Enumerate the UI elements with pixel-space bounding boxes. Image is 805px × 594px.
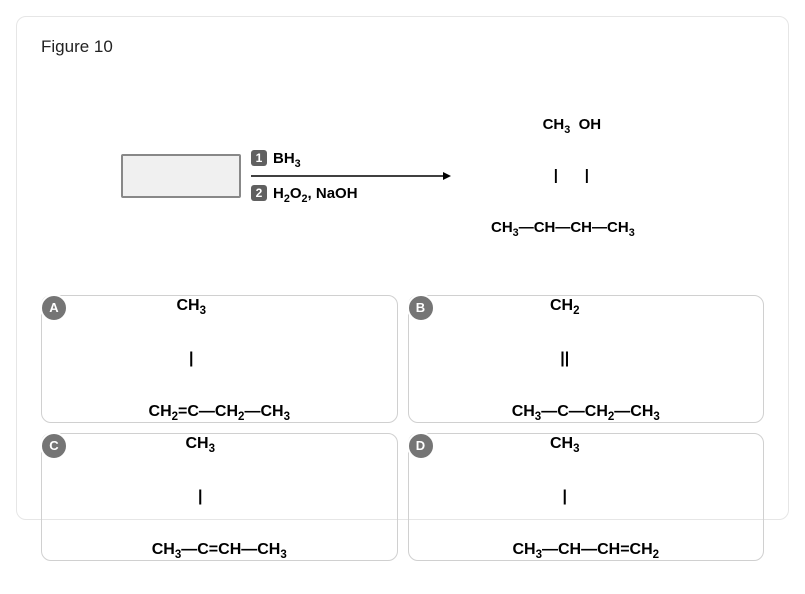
- figure-container: Figure 10 1 BH3 2 H2O2, NaOH CH3 OH | | …: [16, 16, 789, 520]
- reagent-badge-2: 2: [251, 185, 267, 201]
- option-d-badge: D: [407, 432, 435, 460]
- option-d-bond: |: [470, 488, 659, 506]
- reaction-arrow-icon: [251, 171, 451, 181]
- reagent-line-2: 2 H2O2, NaOH: [251, 185, 358, 202]
- option-c-structure: CH3 | CH3—C=CH—CH3: [152, 400, 287, 594]
- reagent-1-text: BH3: [273, 150, 301, 167]
- option-a-top: CH3: [93, 297, 290, 315]
- figure-title: Figure 10: [41, 37, 764, 57]
- option-c-top: CH3: [114, 435, 287, 453]
- option-b-top: CH2: [470, 297, 660, 315]
- reagent-2-text: H2O2, NaOH: [273, 185, 358, 202]
- option-d-bottom: CH3—CH—CH=CH2: [512, 541, 659, 559]
- product-bonds: | |: [509, 167, 635, 184]
- reagent-line-1: 1 BH3: [251, 150, 301, 167]
- reaction-conditions: 1 BH3 2 H2O2, NaOH: [251, 150, 471, 202]
- option-c-bottom: CH3—C=CH—CH3: [152, 541, 287, 559]
- reaction-row: 1 BH3 2 H2O2, NaOH CH3 OH | | CH3—CH—CH—…: [121, 81, 764, 271]
- option-c-card[interactable]: C CH3 | CH3—C=CH—CH3: [41, 433, 398, 561]
- reagent-badge-1: 1: [251, 150, 267, 166]
- option-d-top: CH3: [470, 435, 659, 453]
- option-c-bond: |: [114, 488, 287, 506]
- option-b-bond: ||: [470, 350, 660, 368]
- options-grid: A CH3 | CH2=C—CH2—CH3 B CH2 || CH3—C—CH2…: [41, 295, 764, 561]
- reactant-placeholder[interactable]: [121, 154, 241, 198]
- option-a-badge: A: [40, 294, 68, 322]
- option-b-badge: B: [407, 294, 435, 322]
- product-bottom: CH3—CH—CH—CH3: [491, 219, 635, 236]
- option-c-badge: C: [40, 432, 68, 460]
- option-a-bond: |: [93, 350, 290, 368]
- option-d-card[interactable]: D CH3 | CH3—CH—CH=CH2: [408, 433, 765, 561]
- option-d-structure: CH3 | CH3—CH—CH=CH2: [512, 400, 659, 594]
- product-top: CH3 OH: [509, 116, 635, 133]
- reaction-product: CH3 OH | | CH3—CH—CH—CH3: [491, 81, 635, 271]
